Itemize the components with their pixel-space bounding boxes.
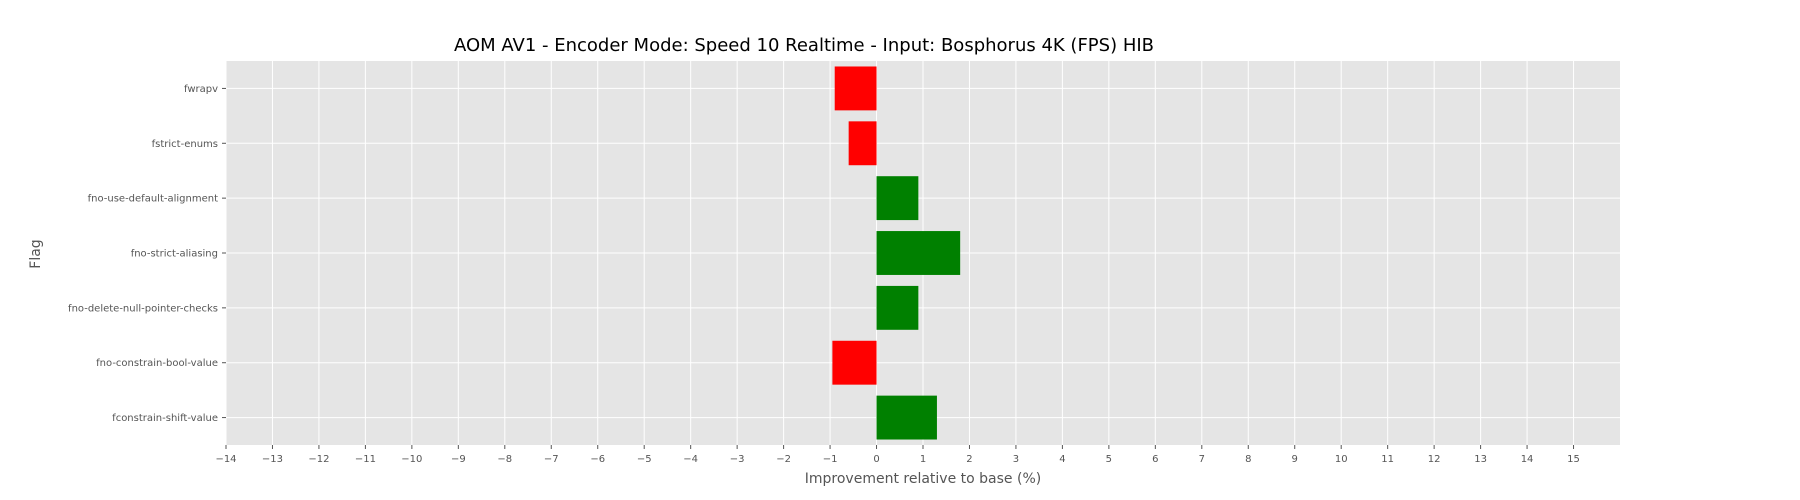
bar-fstrict-enums (848, 121, 877, 166)
x-tick-label: −13 (262, 454, 283, 465)
x-tick-label: 4 (1059, 454, 1065, 465)
bar-fconstrain-shift-value (876, 395, 937, 440)
y-axis-label: Flag (28, 239, 44, 268)
x-tick-label: 0 (873, 454, 879, 465)
bar-fno-delete-null-pointer-checks (876, 285, 919, 330)
bars (832, 66, 961, 440)
grid-lines (225, 61, 1620, 445)
y-tick-label: fno-delete-null-pointer-checks (68, 303, 218, 314)
x-tick-label: 13 (1474, 454, 1487, 465)
x-tick-label: 7 (1199, 454, 1205, 465)
x-tick-label: −11 (355, 454, 376, 465)
x-tick-label: 15 (1567, 454, 1580, 465)
x-tick-label: 8 (1245, 454, 1251, 465)
x-tick-label: 12 (1428, 454, 1441, 465)
x-tick-label: −5 (637, 454, 652, 465)
x-tick-label: 1 (920, 454, 926, 465)
bar-fno-use-default-alignment (876, 176, 919, 221)
y-tick-label: fno-constrain-bool-value (96, 358, 218, 369)
x-tick-label: 14 (1521, 454, 1534, 465)
y-tick-label: fno-use-default-alignment (88, 194, 218, 205)
x-tick-label: 6 (1152, 454, 1158, 465)
x-tick-label: 5 (1106, 454, 1112, 465)
y-tick-label: fwrapv (184, 84, 218, 95)
x-tick-label: −12 (308, 454, 329, 465)
x-axis-ticks: −14 −13 −12 −11 −10 −9 −8 −7 −6 −5 −4 −3 −2 −1 0 1 2 3 4 5 6… (215, 445, 1580, 465)
bar-fno-strict-aliasing (876, 231, 961, 275)
y-tick-label: fconstrain-shift-value (112, 413, 218, 424)
x-tick-label: −1 (823, 454, 838, 465)
x-tick-label: −14 (215, 454, 236, 465)
y-tick-label: fstrict-enums (152, 139, 218, 150)
x-tick-label: −2 (776, 454, 791, 465)
x-tick-label: 2 (966, 454, 972, 465)
x-tick-label: 10 (1335, 454, 1348, 465)
x-axis-label: Improvement relative to base (%) (805, 471, 1041, 487)
bar-fwrapv (834, 66, 877, 111)
bar-fno-constrain-bool-value (832, 340, 877, 385)
chart-title: AOM AV1 - Encoder Mode: Speed 10 Realtim… (454, 35, 1154, 56)
x-tick-label: 11 (1381, 454, 1394, 465)
x-tick-label: −4 (683, 454, 698, 465)
x-tick-label: −6 (590, 454, 605, 465)
x-tick-label: −7 (544, 454, 559, 465)
y-tick-label: fno-strict-aliasing (131, 249, 218, 260)
x-tick-label: −10 (401, 454, 422, 465)
x-tick-label: −3 (730, 454, 745, 465)
x-tick-label: −9 (451, 454, 466, 465)
y-axis-ticks: fwrapv fstrict-enums fno-use-default-align… (68, 84, 226, 424)
x-tick-label: 3 (1013, 454, 1019, 465)
x-tick-label: 9 (1292, 454, 1298, 465)
x-tick-label: −8 (497, 454, 512, 465)
